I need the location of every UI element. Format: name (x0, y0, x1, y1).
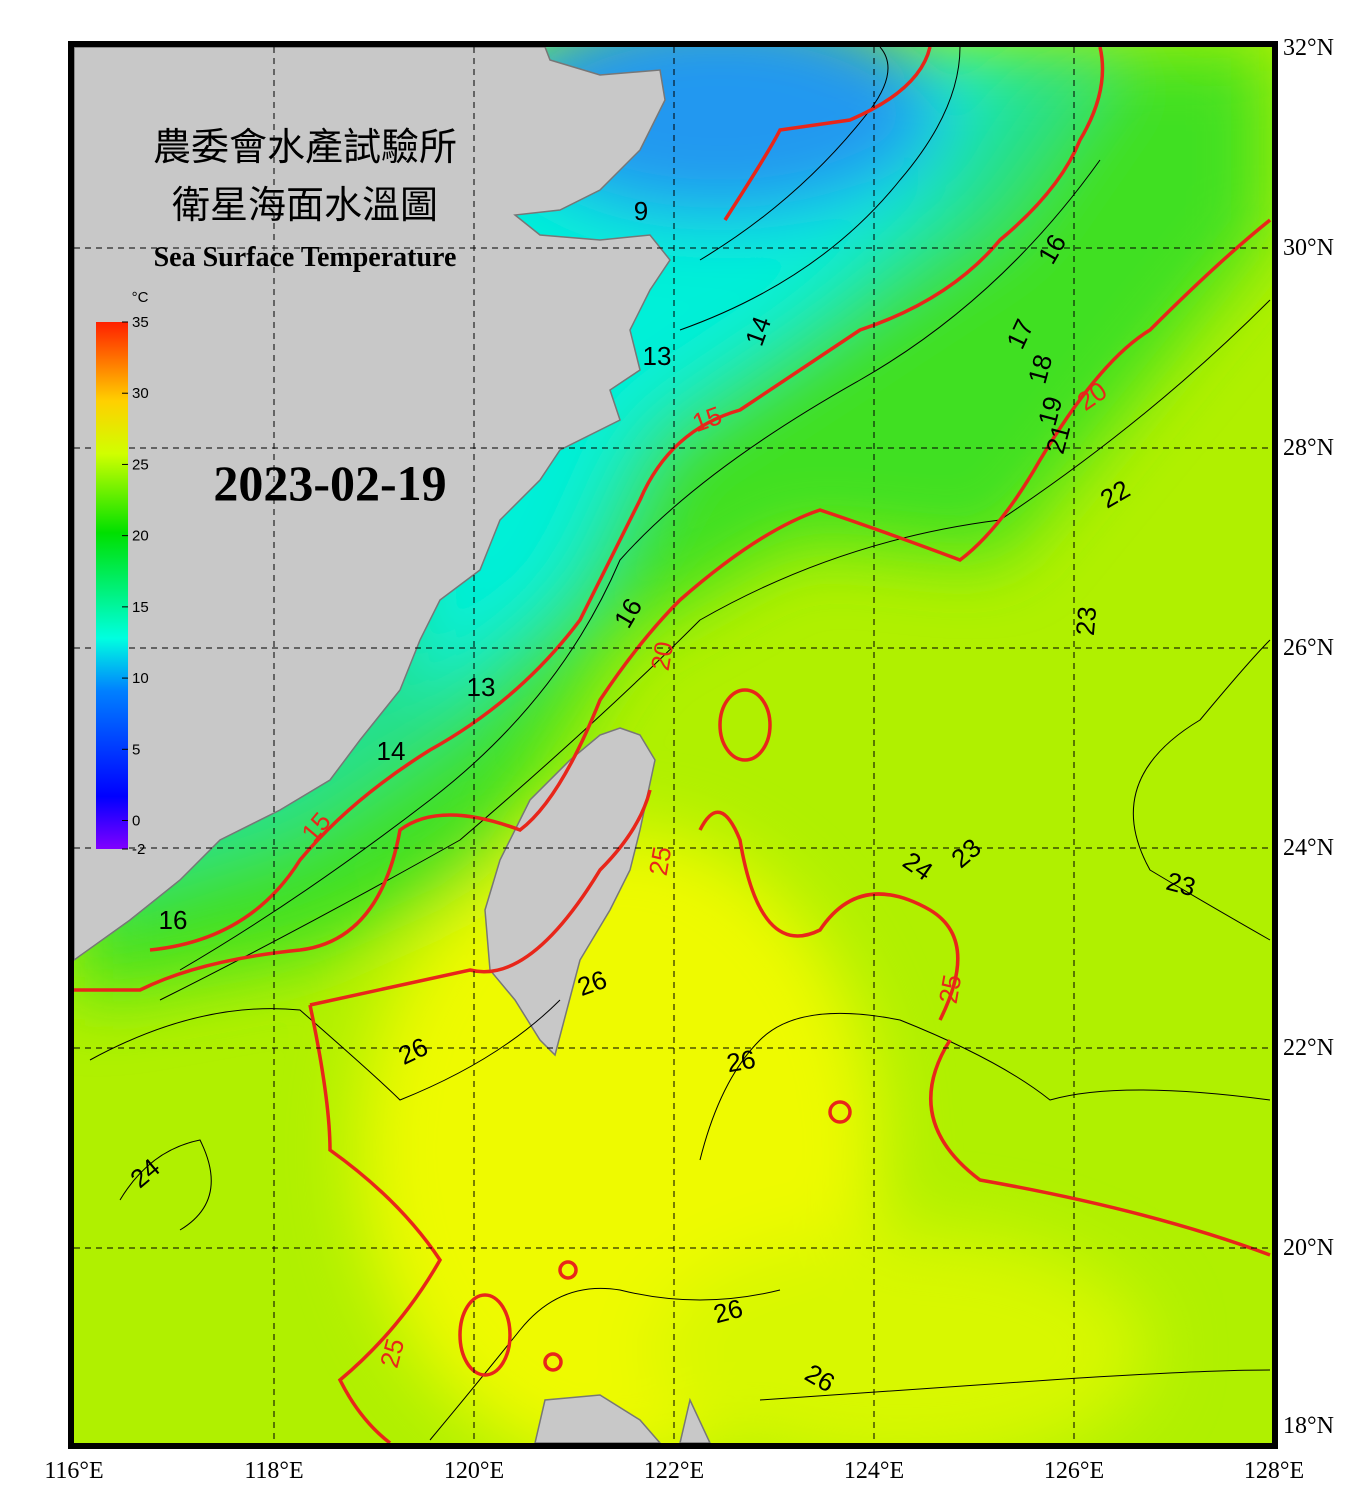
colorbar-tick-label: -2 (132, 841, 145, 858)
colorbar-tick-label: 35 (132, 314, 149, 331)
lon-label: 126°E (1044, 1458, 1104, 1484)
contour-label: 9 (634, 196, 648, 226)
lon-label: 122°E (644, 1458, 704, 1484)
title-zh: 農委會水產試驗所 (153, 125, 457, 169)
lon-label: 124°E (844, 1458, 904, 1484)
contour-label: 13 (643, 341, 672, 371)
contour-label: 25 (933, 972, 968, 1006)
lat-label: 22°N (1283, 1035, 1334, 1061)
lon-label: 128°E (1244, 1458, 1304, 1484)
colorbar-tick-label: 5 (132, 741, 140, 758)
lat-label: 24°N (1283, 835, 1334, 861)
lat-label: 32°N (1283, 35, 1334, 61)
map-frame (68, 41, 1278, 1449)
colorbar-tick-label: 20 (132, 528, 149, 545)
colorbar-tick-label: 10 (132, 670, 149, 687)
contour-label: 16 (159, 905, 188, 935)
contour-label: 23 (1070, 605, 1102, 636)
lat-label: 30°N (1283, 235, 1334, 261)
lat-label: 26°N (1283, 635, 1334, 661)
contour-label: 14 (377, 736, 406, 766)
subtitle-zh: 衛星海面水溫圖 (172, 183, 438, 227)
contour-label: 25 (643, 844, 678, 878)
lon-label: 118°E (244, 1458, 303, 1484)
colorbar-tick-label: 30 (132, 385, 149, 402)
lon-label: 120°E (444, 1458, 504, 1484)
lat-label: 18°N (1283, 1413, 1334, 1439)
colorbar-tick-label: 0 (132, 813, 140, 830)
colorbar-unit: °C (132, 289, 149, 306)
lon-label: 116°E (44, 1458, 103, 1484)
contour-label: 26 (724, 1044, 758, 1079)
contour-label: 13 (467, 672, 496, 702)
lat-label: 28°N (1283, 435, 1334, 461)
contour-label: 20 (645, 639, 680, 673)
colorbar-tick-label: 15 (132, 599, 149, 616)
ocean (74, 47, 1272, 1443)
title-en: Sea Surface Temperature (154, 242, 457, 273)
colorbar (96, 322, 128, 849)
lat-label: 20°N (1283, 1235, 1334, 1261)
colorbar-tick-label: 25 (132, 456, 149, 473)
date: 2023-02-19 (213, 455, 446, 511)
